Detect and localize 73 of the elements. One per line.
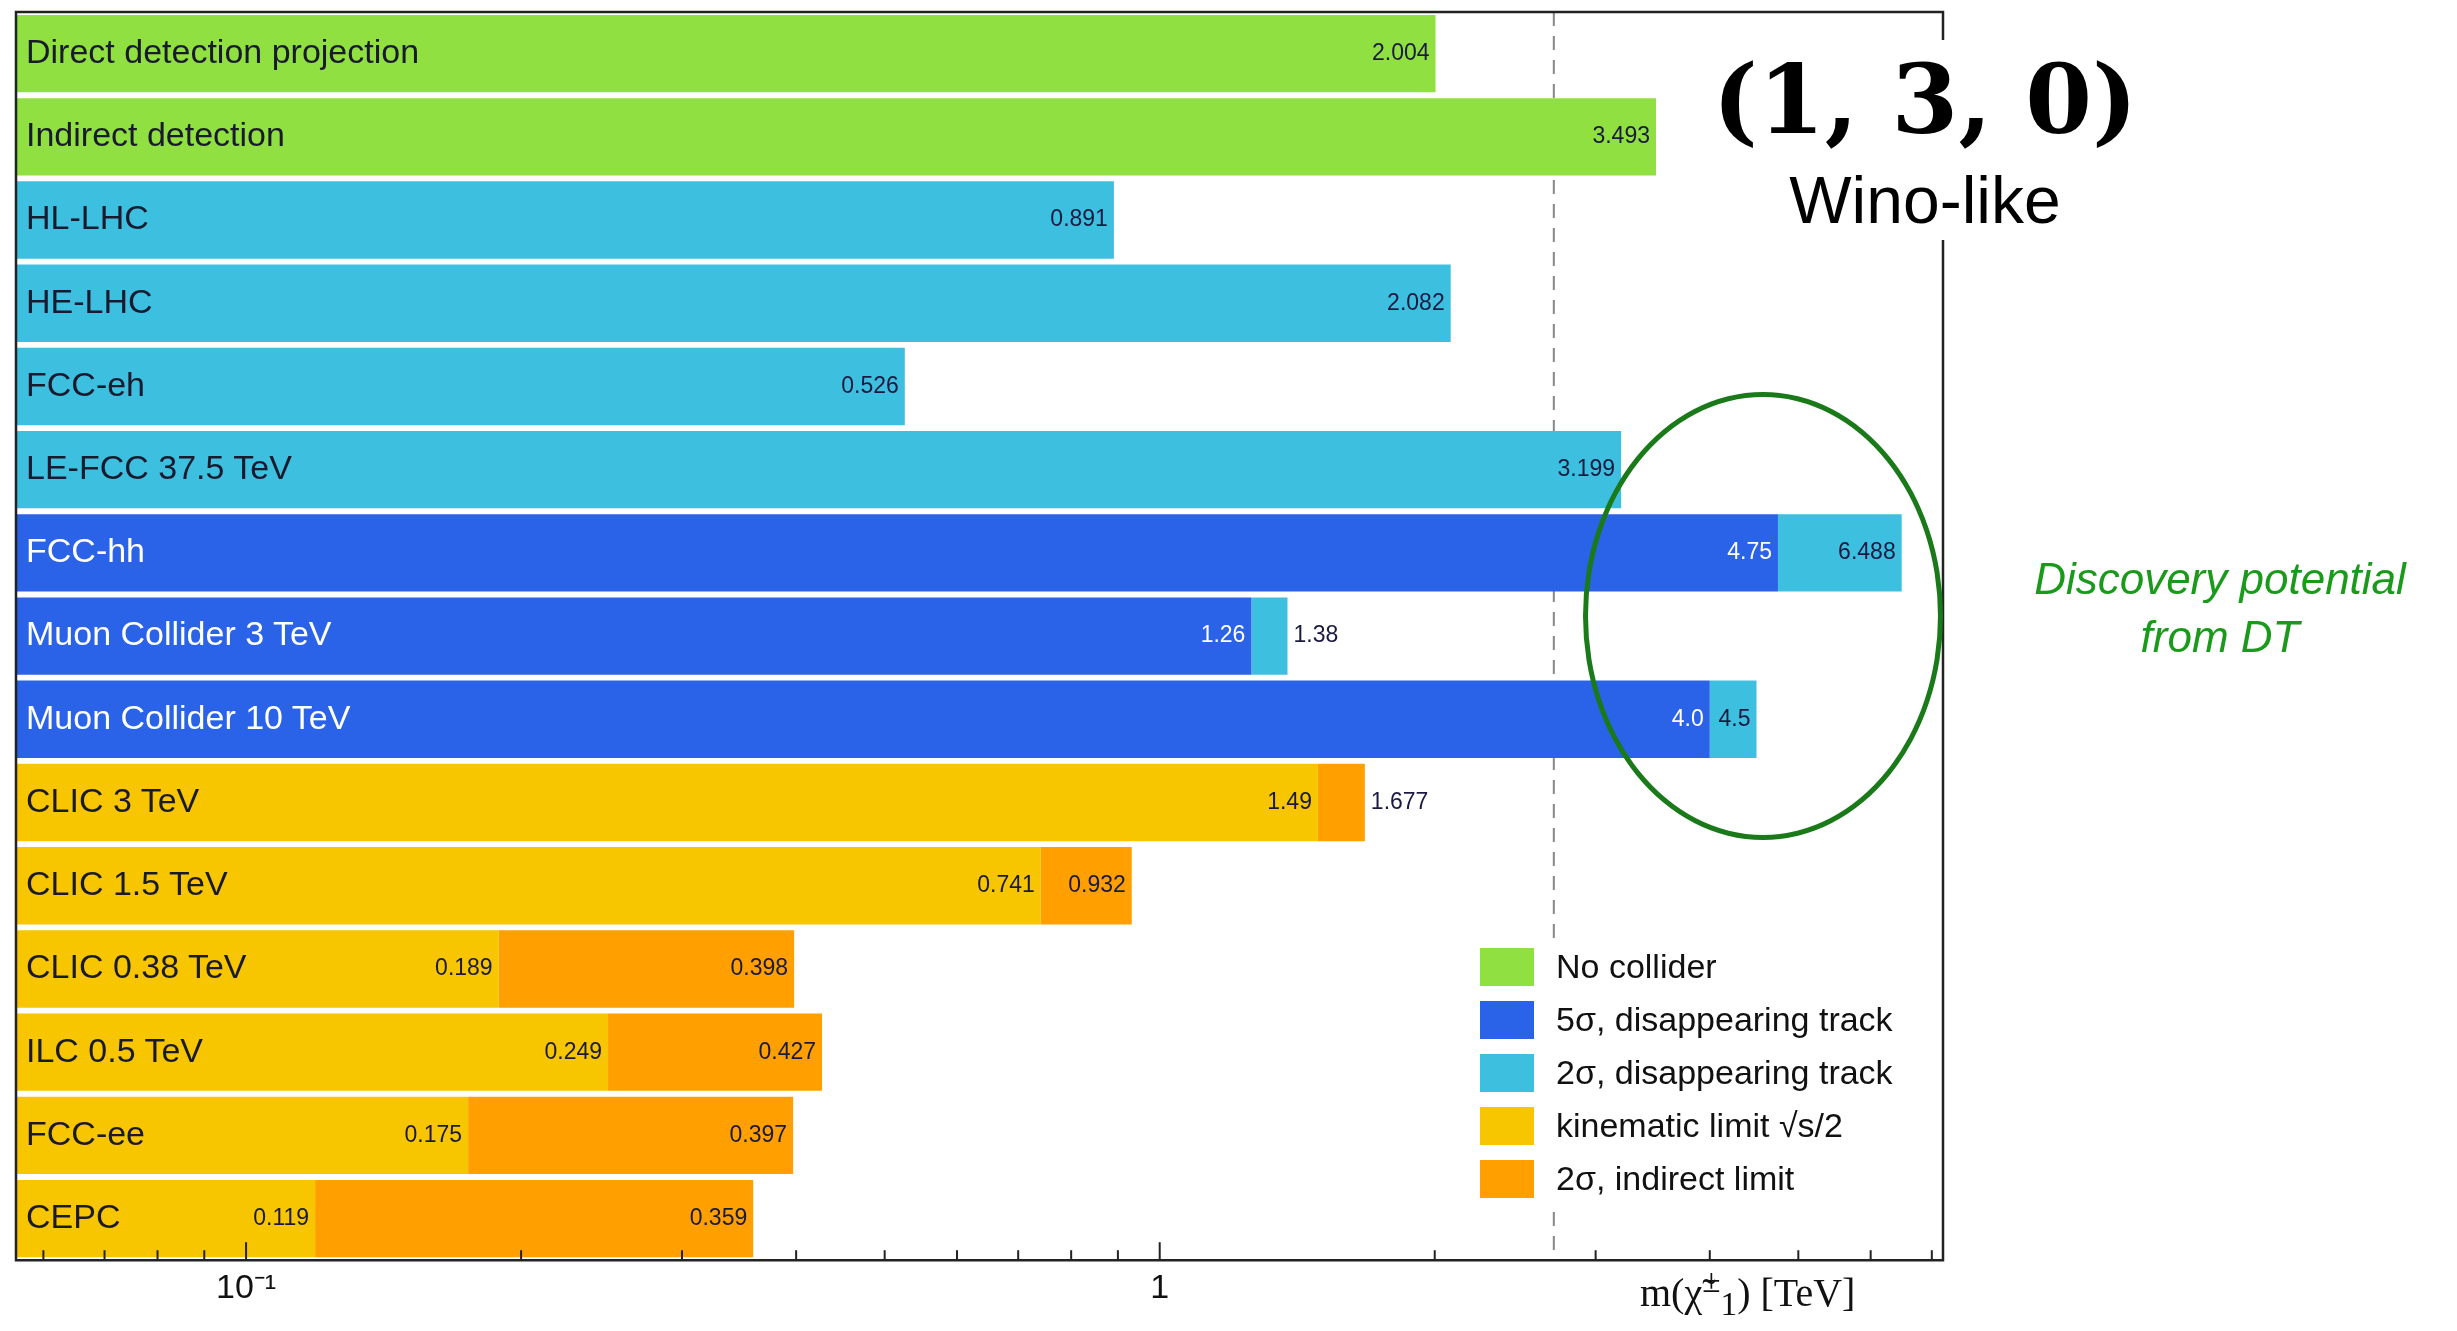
bar [315, 1179, 754, 1258]
data-label: 0.526 [841, 371, 899, 398]
y-tick-label: Muon Collider 10 TeV [26, 697, 351, 736]
bar [16, 597, 1252, 675]
bar [1709, 680, 1757, 759]
data-label: 0.891 [1050, 205, 1108, 232]
legend-label: kinematic limit √s/2 [1556, 1106, 1843, 1145]
data-label: 0.189 [435, 954, 493, 981]
bar [468, 1096, 794, 1175]
data-label: 0.741 [977, 871, 1035, 898]
data-label: 2.004 [1371, 38, 1430, 65]
x-tick-label: 10⁻¹ [216, 1266, 277, 1305]
bar [16, 1096, 469, 1175]
data-label: 4.75 [1727, 538, 1772, 565]
annotation: 1.677 [1370, 787, 1429, 814]
y-tick-label: CLIC 0.38 TeV [26, 947, 247, 986]
bar [16, 347, 905, 426]
x-tick-label: 1 [1150, 1266, 1170, 1305]
bar [16, 680, 1710, 759]
legend-label: 2σ, disappearing track [1556, 1053, 1893, 1092]
bar [16, 514, 1778, 592]
y-tick-label: FCC-hh [26, 531, 146, 570]
text: Discovery potential from DT [2033, 553, 2408, 663]
data-label: 1.26 [1200, 621, 1246, 648]
annotation: 0.932 [1068, 871, 1126, 898]
bar [1251, 597, 1288, 675]
y-tick-label: FCC-eh [26, 364, 146, 403]
bar [1040, 847, 1132, 925]
data-label: 0.249 [544, 1037, 603, 1064]
y-tick-label: LE-FCC 37.5 TeV [26, 448, 293, 487]
annotation: 0.398 [730, 954, 789, 981]
bar [16, 1179, 316, 1258]
data-label: 0.175 [404, 1120, 463, 1147]
text: Wino-like [1788, 162, 2062, 239]
data-label: 4.0 [1671, 704, 1704, 731]
annotation: 0.359 [689, 1203, 748, 1230]
data-label: 3.199 [1557, 455, 1616, 482]
bar [16, 181, 1114, 259]
bar [16, 98, 1656, 176]
bar [16, 1013, 609, 1091]
legend-label: No collider [1556, 947, 1717, 986]
bar [1777, 514, 1902, 592]
bar [16, 14, 1436, 93]
y-tick-label: FCC-ee [26, 1113, 146, 1152]
bar [16, 930, 499, 1008]
y-tick-label: HL-LHC [26, 198, 149, 237]
bar [16, 763, 1318, 842]
legend-label: 5σ, disappearing track [1556, 1000, 1893, 1039]
bar [1317, 763, 1365, 842]
y-tick-label: Direct detection projection [26, 31, 420, 70]
legend-label: 2σ, indirect limit [1556, 1159, 1795, 1198]
bar [16, 847, 1041, 925]
y-tick-label: CLIC 1.5 TeV [26, 864, 228, 903]
y-tick-label: Muon Collider 3 TeV [26, 614, 332, 653]
data-label: 2.082 [1387, 288, 1445, 315]
y-tick-label: CLIC 3 TeV [26, 780, 200, 819]
y-tick-label: ILC 0.5 TeV [26, 1030, 204, 1069]
data-label: 3.493 [1592, 122, 1650, 149]
data-label: 1.49 [1267, 787, 1312, 814]
bar [498, 930, 795, 1008]
annotation: 4.5 [1718, 704, 1751, 731]
y-tick-label: HE-LHC [26, 281, 153, 320]
annotation: 0.397 [729, 1120, 788, 1147]
bar [16, 430, 1622, 509]
annotation: 1.38 [1293, 621, 1339, 648]
y-tick-label: Indirect detection [26, 115, 285, 154]
chart-title: (1, 3, 0) [1711, 42, 2139, 158]
annotation: 0.427 [758, 1037, 817, 1064]
bar [16, 264, 1451, 342]
data-label: 0.119 [253, 1203, 310, 1230]
bar [608, 1013, 823, 1091]
annotation: 6.488 [1838, 538, 1896, 565]
y-tick-label: CEPC [26, 1196, 121, 1235]
